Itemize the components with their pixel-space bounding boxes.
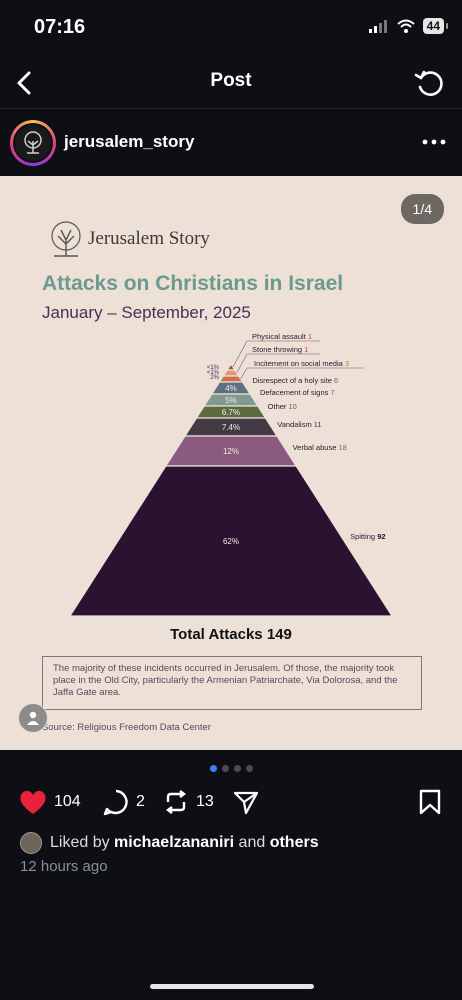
user-icon	[27, 711, 39, 725]
pyramid-percent: 7.4%	[222, 423, 240, 432]
pyramid-label: Verbal abuse 18	[293, 443, 347, 452]
post-timestamp: 12 hours ago	[20, 858, 108, 875]
pyramid-label: Physical assault 1	[252, 332, 312, 341]
brand-name: Jerusalem Story	[88, 228, 210, 249]
carousel-dot[interactable]	[233, 765, 241, 772]
attacks-pyramid: <1% Physical assault 1 <1% Stone throwing 1…	[68, 332, 394, 617]
pyramid-label: Other 10	[268, 402, 297, 411]
action-bar: 104 2 13	[0, 784, 462, 824]
total-attacks: Total Attacks 149	[0, 626, 462, 643]
liked-and: and	[238, 834, 266, 851]
bookmark-icon	[419, 789, 441, 815]
leader-line	[232, 340, 320, 368]
leader-line	[240, 367, 364, 380]
battery-icon: 44	[422, 18, 449, 34]
liked-prefix: Liked by	[50, 834, 110, 851]
carousel-dots	[0, 765, 462, 772]
page-indicator: 1/4	[400, 194, 444, 224]
pyramid-label: Spitting 92	[350, 532, 385, 541]
source-text: Source: Religious Freedom Data Center	[42, 722, 211, 733]
back-button[interactable]	[8, 66, 42, 100]
pyramid-percent: 12%	[223, 447, 239, 456]
pyramid-label: Defacement of signs 7	[260, 388, 335, 397]
comment-count: 2	[136, 793, 145, 810]
avatar	[20, 832, 42, 854]
chart-headline: Attacks on Christians in Israel	[42, 272, 344, 295]
save-button[interactable]	[418, 788, 442, 821]
liked-others[interactable]: others	[269, 834, 319, 851]
home-indicator[interactable]	[150, 984, 314, 989]
status-icons: 44	[368, 18, 449, 34]
leader-line	[236, 353, 320, 374]
liked-user[interactable]: michaelzananiri	[114, 834, 235, 851]
pyramid-band	[68, 465, 394, 617]
pyramid-percent: 4%	[225, 384, 237, 393]
wifi-icon	[396, 19, 415, 33]
like-count: 104	[54, 793, 81, 810]
post-header: jerusalem_story	[0, 118, 462, 168]
repost-count: 13	[196, 793, 214, 810]
refresh-icon	[414, 70, 443, 96]
pyramid-band	[218, 375, 244, 383]
share-button[interactable]	[232, 788, 260, 816]
comment-button[interactable]: 2	[102, 788, 145, 816]
pyramid-percent: 6.7%	[222, 408, 240, 417]
chevron-left-icon	[17, 71, 31, 95]
liked-by[interactable]: Liked by michaelzananiri and others	[20, 832, 319, 854]
pyramid-label: Stone throwing 1	[252, 345, 308, 354]
refresh-button[interactable]	[412, 66, 446, 100]
tree-logo-icon	[13, 123, 53, 163]
carousel-dot[interactable]	[221, 765, 229, 772]
page-title: Post	[210, 70, 252, 91]
status-bar: 07:16 44	[0, 0, 462, 56]
pyramid-label: Incitement on social media 3	[254, 359, 349, 368]
signal-icon	[368, 20, 387, 33]
carousel-dot[interactable]	[209, 765, 217, 772]
more-horizontal-icon	[422, 139, 446, 145]
divider	[0, 108, 462, 109]
status-time: 07:16	[34, 16, 86, 38]
post-image[interactable]: 1/4 Jerusalem Story Attacks on Christian…	[0, 176, 462, 750]
pyramid-percent: 5%	[225, 396, 237, 405]
pyramid-percent: 62%	[223, 537, 239, 546]
pyramid-label: Disrespect of a holy site 6	[252, 376, 338, 385]
send-icon	[233, 791, 259, 815]
pyramid-percent: <1%	[207, 365, 220, 371]
author-username[interactable]: jerusalem_story	[64, 132, 195, 151]
repost-button[interactable]: 13	[162, 788, 214, 816]
repost-icon	[166, 790, 186, 814]
comment-icon	[103, 789, 128, 816]
total-label: Total Attacks	[170, 626, 263, 643]
nav-bar: Post	[0, 60, 462, 106]
heart-icon	[20, 790, 46, 814]
pyramid-band	[222, 369, 240, 377]
tagged-users-button[interactable]	[18, 703, 48, 733]
more-options-button[interactable]	[420, 132, 448, 152]
author-avatar[interactable]	[10, 120, 56, 166]
pyramid-percent: 2%	[210, 375, 219, 381]
carousel-dot[interactable]	[245, 765, 253, 772]
total-value: 149	[266, 626, 292, 643]
note-box: The majority of these incidents occurred…	[42, 656, 422, 710]
tree-logo-icon	[51, 221, 81, 257]
pyramid-percent: <1%	[207, 370, 220, 376]
chart-subhead: January – September, 2025	[42, 303, 251, 322]
pyramid-band	[226, 362, 236, 371]
like-button[interactable]: 104	[18, 788, 81, 816]
pyramid-label: Vandalism 11	[277, 420, 321, 429]
